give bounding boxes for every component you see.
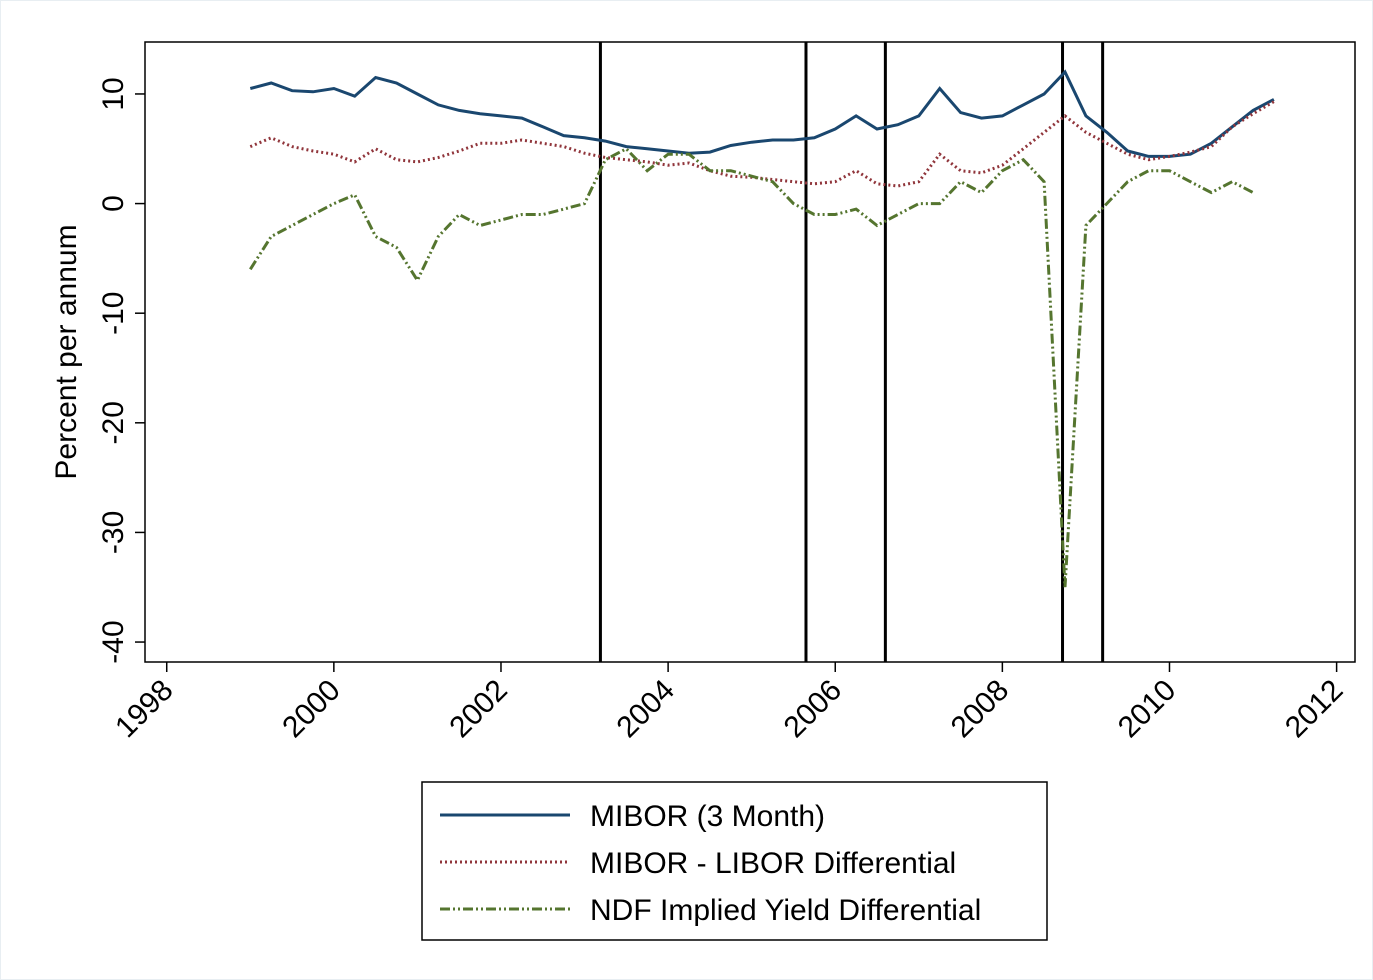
series-line: [249, 146, 1254, 588]
y-tick-label: -10: [97, 292, 130, 335]
legend-label: NDF Implied Yield Differential: [590, 894, 981, 927]
y-tick-label: 0: [97, 195, 130, 212]
series-line: [249, 69, 1275, 158]
y-axis-label: Percent per annum: [50, 224, 83, 479]
plot-area: [144, 41, 1356, 663]
y-tick-label: 10: [97, 77, 130, 110]
legend-label: MIBOR (3 Month): [590, 800, 825, 833]
y-tick-label: -20: [97, 401, 130, 444]
legend-label: MIBOR - LIBOR Differential: [590, 847, 956, 880]
y-tick-label: -40: [97, 620, 130, 663]
y-tick-label: -30: [97, 511, 130, 554]
